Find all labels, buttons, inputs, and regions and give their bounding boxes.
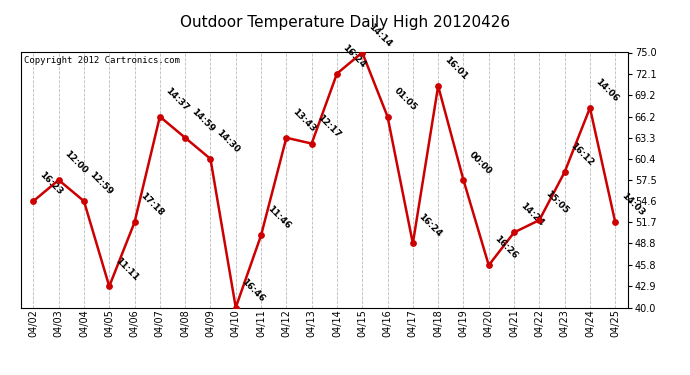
- Point: [407, 240, 418, 246]
- Point: [104, 284, 115, 290]
- Text: Copyright 2012 Cartronics.com: Copyright 2012 Cartronics.com: [23, 56, 179, 65]
- Text: 16:46: 16:46: [240, 277, 266, 303]
- Point: [306, 141, 317, 147]
- Point: [129, 219, 140, 225]
- Point: [584, 105, 595, 111]
- Point: [179, 135, 190, 141]
- Text: 11:11: 11:11: [113, 256, 140, 282]
- Text: 15:05: 15:05: [544, 189, 570, 216]
- Text: 14:59: 14:59: [189, 107, 216, 134]
- Point: [559, 169, 570, 175]
- Text: 14:24: 14:24: [518, 201, 545, 228]
- Point: [205, 156, 216, 162]
- Point: [331, 70, 342, 76]
- Point: [458, 177, 469, 183]
- Text: 16:24: 16:24: [417, 213, 444, 239]
- Text: Outdoor Temperature Daily High 20120426: Outdoor Temperature Daily High 20120426: [180, 15, 510, 30]
- Text: 14:03: 14:03: [620, 192, 646, 218]
- Text: 12:17: 12:17: [316, 113, 342, 140]
- Text: 12:00: 12:00: [63, 149, 89, 176]
- Point: [382, 114, 393, 120]
- Point: [610, 219, 621, 225]
- Text: 01:05: 01:05: [392, 86, 418, 112]
- Point: [79, 198, 90, 204]
- Text: 00:00: 00:00: [468, 150, 494, 176]
- Point: [28, 198, 39, 204]
- Text: 14:14: 14:14: [366, 21, 393, 48]
- Text: 16:24: 16:24: [341, 43, 368, 69]
- Point: [255, 232, 266, 238]
- Point: [534, 217, 545, 223]
- Point: [509, 230, 520, 236]
- Point: [155, 114, 166, 120]
- Text: 14:37: 14:37: [164, 86, 191, 112]
- Text: 17:18: 17:18: [139, 191, 166, 218]
- Text: 13:43: 13:43: [290, 107, 317, 134]
- Point: [53, 177, 64, 183]
- Point: [483, 262, 494, 268]
- Text: 14:30: 14:30: [215, 128, 242, 155]
- Text: 16:23: 16:23: [37, 170, 64, 197]
- Point: [281, 135, 292, 141]
- Text: 11:46: 11:46: [265, 204, 292, 231]
- Text: 16:01: 16:01: [442, 56, 469, 82]
- Text: 16:12: 16:12: [569, 141, 595, 168]
- Point: [230, 304, 241, 310]
- Text: 14:06: 14:06: [594, 77, 621, 104]
- Point: [433, 83, 444, 89]
- Point: [357, 50, 368, 55]
- Text: 12:59: 12:59: [88, 170, 115, 197]
- Text: 16:26: 16:26: [493, 234, 520, 261]
